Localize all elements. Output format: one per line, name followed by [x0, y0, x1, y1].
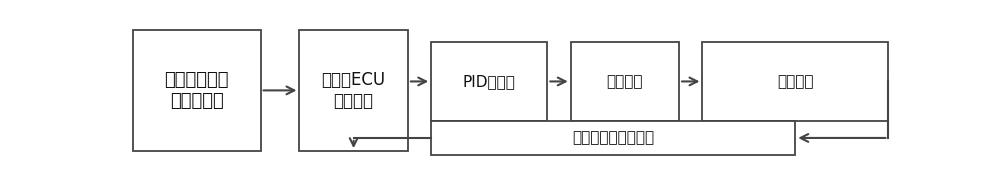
Text: 驱动电机: 驱动电机: [607, 74, 643, 89]
Bar: [702, 42, 888, 121]
Text: 发动机冷却液
温度传感器: 发动机冷却液 温度传感器: [164, 71, 229, 110]
Text: 发动机ECU
控制单元: 发动机ECU 控制单元: [322, 71, 386, 110]
Bar: [133, 30, 261, 151]
Bar: [299, 30, 408, 151]
Text: 冷却风扇: 冷却风扇: [777, 74, 814, 89]
Bar: [571, 42, 679, 121]
Bar: [431, 121, 795, 155]
Bar: [431, 42, 547, 121]
Text: PID控制器: PID控制器: [463, 74, 516, 89]
Text: 冷却风扇转速传感器: 冷却风扇转速传感器: [572, 130, 654, 146]
